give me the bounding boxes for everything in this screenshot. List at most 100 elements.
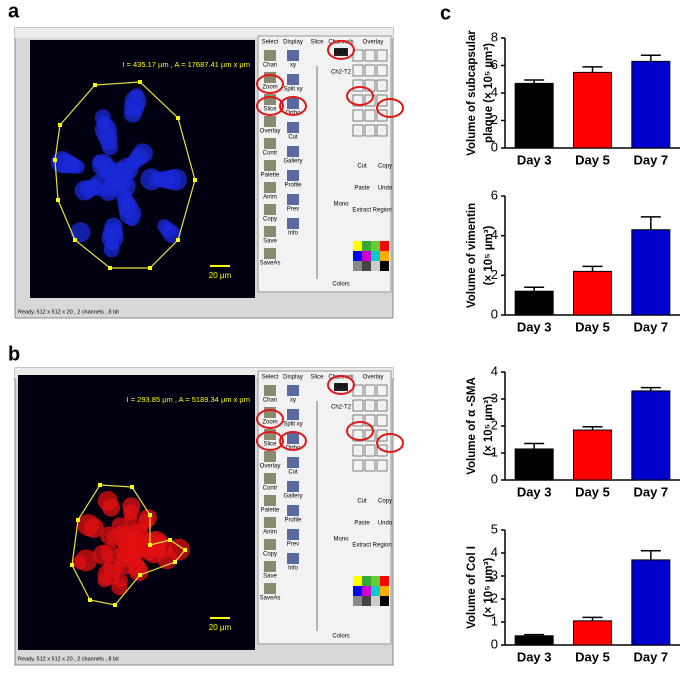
cell <box>113 174 136 197</box>
tool-icon <box>264 182 276 193</box>
tool-icon <box>264 539 276 550</box>
y-tick-label: 0 <box>491 471 498 486</box>
x-tick-label: Day 7 <box>633 152 668 167</box>
palette-swatch <box>353 576 362 586</box>
y-tick-label: 4 <box>491 84 498 99</box>
x-tick-label: Day 7 <box>633 319 668 334</box>
palette-swatch <box>362 251 371 261</box>
overlay-icon <box>376 79 388 92</box>
status-bar: Ready, 512 x 512 x 20 , 2 channels , 8 b… <box>18 309 119 315</box>
tool-label: Chan <box>263 398 277 404</box>
tool-icon <box>264 160 276 171</box>
tool-icon <box>264 429 276 440</box>
tool-label: Save <box>263 574 277 580</box>
tool-label: Mono <box>333 202 349 208</box>
x-tick-label: Day 3 <box>517 152 552 167</box>
x-tick-label: Day 5 <box>575 319 610 334</box>
roi-handle <box>93 83 97 87</box>
toolbar-header: Overlay <box>363 375 384 381</box>
tool-icon <box>287 385 299 396</box>
roi-handle <box>53 158 57 162</box>
tool-label: xy <box>290 398 296 404</box>
tool-label: OFF <box>335 50 347 56</box>
tool-label: Colors <box>332 282 349 288</box>
x-tick-label: Day 3 <box>517 319 552 334</box>
tool-icon <box>287 98 299 109</box>
palette-swatch <box>353 261 362 271</box>
roi-outline <box>54 81 196 269</box>
y-tick-label: 0 <box>491 139 498 154</box>
cell <box>74 180 95 201</box>
overlay-icon <box>364 429 376 442</box>
overlay-icon <box>364 124 376 137</box>
tool-icon <box>287 481 299 492</box>
overlay-icon <box>376 399 388 412</box>
highlight <box>256 96 284 116</box>
cell <box>123 512 138 527</box>
toolbar-header: Select <box>262 375 279 381</box>
tool-label: Split xy <box>283 87 302 93</box>
bar <box>631 60 671 149</box>
bar <box>631 229 671 316</box>
tool-label: Info <box>288 566 299 572</box>
palette-swatch <box>371 251 380 261</box>
tool-icon <box>287 553 299 564</box>
tool-label: Copy <box>378 499 392 505</box>
overlay-icon <box>364 94 376 107</box>
bar <box>631 390 671 481</box>
roi-handle <box>193 178 197 182</box>
y-axis-label: Volume of α -SMA <box>466 377 478 475</box>
tool-label: Palette <box>261 173 280 179</box>
tool-icon <box>264 517 276 528</box>
title-bar <box>15 368 393 378</box>
palette-swatch <box>371 241 380 251</box>
cell <box>100 543 119 562</box>
highlight <box>279 431 307 451</box>
toolbar-header: Display <box>283 375 303 381</box>
tool-label: OFF <box>335 385 347 391</box>
roi-handle <box>138 80 142 84</box>
palette-swatch <box>353 586 362 596</box>
tool-icon <box>287 409 299 420</box>
highlight <box>346 421 374 441</box>
cell <box>94 109 111 126</box>
overlay-icon <box>352 444 364 457</box>
highlight <box>376 433 404 453</box>
tool-label: Prev <box>287 207 299 213</box>
tool-icon <box>264 204 276 215</box>
cell <box>102 498 121 517</box>
y-tick-label: 2 <box>491 417 498 432</box>
tool-icon <box>264 72 276 83</box>
roi-handle <box>173 560 177 564</box>
overlay-icon <box>376 444 388 457</box>
overlay-icon <box>376 64 388 77</box>
tool-label: Contr <box>263 486 278 492</box>
tool-label: Cut <box>357 164 367 170</box>
palette-swatch <box>380 251 389 261</box>
roi-handle <box>176 116 180 120</box>
tool-icon <box>287 194 299 205</box>
palette-swatch <box>380 586 389 596</box>
bar <box>573 620 612 646</box>
tool-icon <box>264 385 276 396</box>
x-tick-label: Day 3 <box>517 484 552 499</box>
overlay-icon <box>352 79 364 92</box>
tool-icon <box>264 138 276 149</box>
scale-label: 20 µm <box>209 623 232 632</box>
highlight <box>376 98 404 118</box>
cell <box>83 517 104 538</box>
tool-icon <box>287 122 299 133</box>
cell <box>129 88 144 103</box>
tool-icon <box>264 248 276 259</box>
toolbar-header: Slice <box>310 40 324 46</box>
roi-handle <box>58 123 62 127</box>
overlay-icon <box>364 399 376 412</box>
highlight <box>256 74 284 94</box>
tool-label: Mono <box>333 537 349 543</box>
tool-icon <box>264 407 276 418</box>
cell <box>92 154 107 169</box>
tool-icon <box>264 473 276 484</box>
overlay-icon <box>376 429 388 442</box>
bar <box>514 448 554 481</box>
